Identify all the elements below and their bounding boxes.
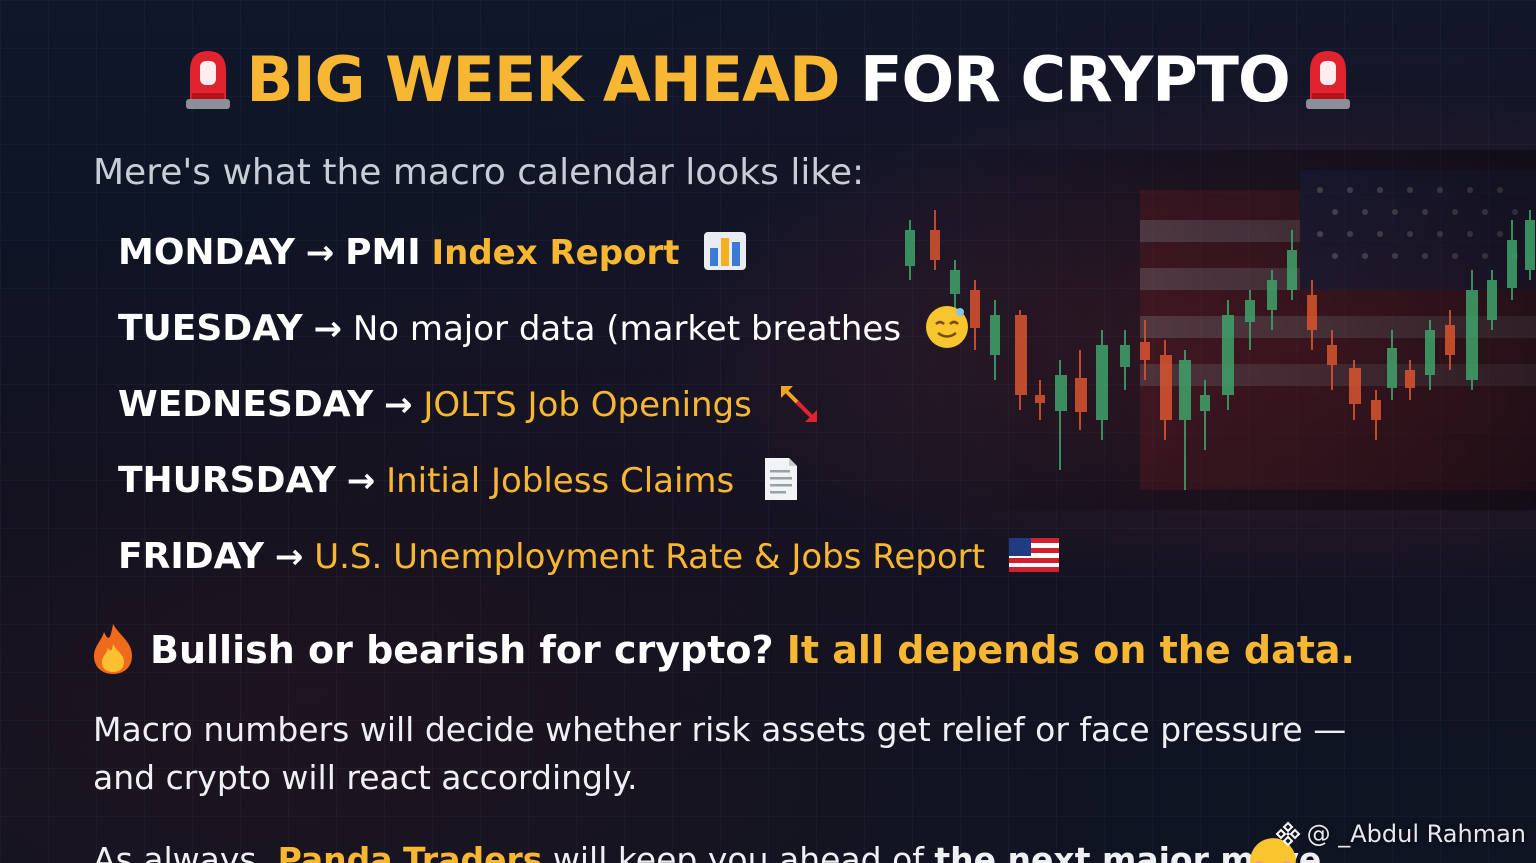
siren-icon — [186, 50, 231, 109]
event-plain: PMI — [345, 232, 421, 273]
event-highlight: Initial Jobless Claims — [386, 461, 735, 501]
closing-suffix: will keep you ahead of — [552, 840, 924, 863]
fire-icon — [94, 623, 132, 674]
author-watermark: @ _Abdul Rahman — [1275, 820, 1526, 848]
callout-question: Bullish or bearish for crypto? — [150, 628, 774, 672]
siren-icon — [1305, 50, 1350, 109]
document-icon — [765, 457, 798, 500]
title-rest: FOR CRYPTO — [860, 43, 1291, 116]
day-label: MONDAY — [118, 232, 295, 273]
calendar-row-tuesday: TUESDAY → No major data (market breathes — [118, 304, 1060, 380]
brand-panda: Panda — [277, 840, 393, 863]
day-label: THURSDAY — [118, 460, 336, 501]
calendar-row-friday: FRIDAY → U.S. Unemployment Rate & Jobs R… — [118, 532, 1060, 608]
day-label: TUESDAY — [118, 308, 303, 349]
intro-text: Mere's what the macro calendar looks lik… — [93, 152, 865, 193]
event-highlight: JOLTS Job Openings — [423, 385, 752, 425]
body-paragraph: Macro numbers will decide whether risk a… — [93, 710, 1347, 797]
page-title: BIG WEEK AHEAD FOR CRYPTO — [0, 40, 1536, 120]
us-flag-icon — [1008, 537, 1059, 572]
relieved-face-icon — [925, 305, 968, 348]
title-highlight: BIG WEEK AHEAD — [246, 43, 840, 116]
binance-logo-icon — [1275, 821, 1301, 847]
background-candlestick-chart — [880, 150, 1536, 510]
closing-bold-tail: the next major move — [934, 840, 1322, 863]
diagonal-arrows-icon — [780, 385, 817, 422]
arrow: → — [384, 385, 413, 425]
day-label: FRIDAY — [118, 536, 265, 577]
macro-calendar: MONDAY → PMI Index Report TUESDAY → No m… — [118, 228, 1060, 608]
event-highlight: U.S. Unemployment Rate & Jobs Report — [314, 537, 985, 577]
author-handle: @ _Abdul Rahman — [1306, 820, 1526, 848]
calendar-row-thursday: THURSDAY → Initial Jobless Claims — [118, 456, 1060, 532]
arrow: → — [346, 461, 376, 501]
calendar-row-monday: MONDAY → PMI Index Report — [118, 228, 1060, 304]
callout-answer: It all depends on the data. — [786, 628, 1355, 672]
calendar-row-wednesday: WEDNESDAY → JOLTS Job Openings — [118, 380, 1060, 456]
brand-traders: Traders — [403, 840, 543, 863]
background-candles — [905, 210, 1535, 490]
arrow: → — [313, 309, 343, 349]
arrow: → — [305, 233, 335, 273]
event-plain: No major data (market breathes — [352, 309, 902, 349]
day-label: WEDNESDAY — [118, 384, 374, 425]
bar-chart-icon — [704, 231, 747, 270]
event-highlight: Index Report — [431, 233, 680, 273]
closing-line: As always, Panda Traders will keep you a… — [93, 836, 1321, 863]
closing-prefix: As always, — [93, 840, 268, 863]
callout: Bullish or bearish for crypto? It all de… — [90, 620, 1355, 680]
arrow: → — [274, 537, 304, 577]
